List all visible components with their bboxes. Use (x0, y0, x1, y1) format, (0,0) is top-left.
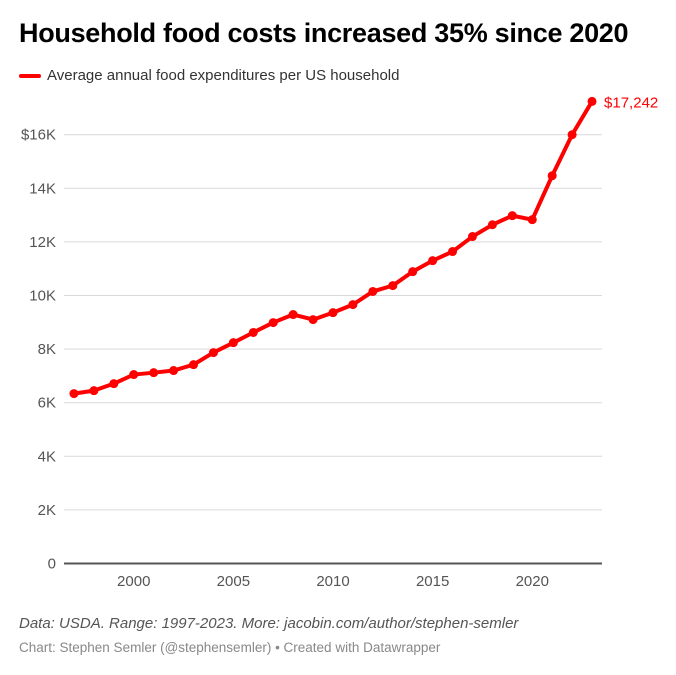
data-point (388, 281, 398, 291)
legend-swatch (19, 73, 41, 78)
data-point (587, 96, 597, 106)
y-tick-label: 10K (29, 288, 56, 305)
source-note: Data: USDA. Range: 1997-2023. More: jaco… (19, 615, 519, 632)
y-tick-label: 2K (38, 502, 56, 519)
y-tick-label: 12K (29, 234, 56, 251)
y-tick-label: 14K (29, 180, 56, 197)
credit-line: Chart: Stephen Semler (@stephensemler) •… (19, 640, 441, 655)
y-tick-label: 4K (38, 448, 56, 465)
data-point (109, 379, 119, 389)
chart-title: Household food costs increased 35% since… (19, 18, 629, 48)
x-tick-label: 2010 (316, 573, 349, 590)
data-point (368, 286, 378, 296)
data-point (467, 232, 477, 242)
data-point (547, 171, 557, 181)
data-point (487, 220, 497, 230)
data-point (228, 338, 238, 348)
end-value-label: $17,242 (604, 94, 658, 111)
data-point (268, 318, 278, 328)
data-point (208, 348, 218, 358)
data-point (149, 368, 159, 378)
data-point (89, 386, 99, 396)
data-point (408, 267, 418, 277)
x-tick-label: 2000 (117, 573, 150, 590)
data-point (169, 366, 179, 376)
y-tick-label: $16K (21, 127, 56, 144)
data-point (189, 360, 199, 370)
data-point (428, 256, 438, 266)
data-point (348, 300, 358, 310)
data-point (448, 247, 458, 257)
data-point (527, 215, 537, 225)
data-point (507, 211, 517, 221)
x-tick-label: 2015 (416, 573, 449, 590)
x-tick-label: 2020 (516, 573, 549, 590)
y-tick-label: 0 (48, 556, 56, 573)
data-point (69, 389, 79, 399)
legend-label: Average annual food expenditures per US … (47, 67, 400, 84)
data-point (248, 327, 258, 337)
data-point (328, 308, 338, 318)
y-tick-label: 8K (38, 341, 56, 358)
data-point (308, 315, 318, 325)
data-point (288, 310, 298, 320)
x-tick-label: 2005 (217, 573, 250, 590)
data-point (129, 370, 139, 380)
legend: Average annual food expenditures per US … (19, 67, 399, 84)
y-tick-label: 6K (38, 395, 56, 412)
data-point (567, 130, 577, 140)
series-line (71, 99, 595, 396)
